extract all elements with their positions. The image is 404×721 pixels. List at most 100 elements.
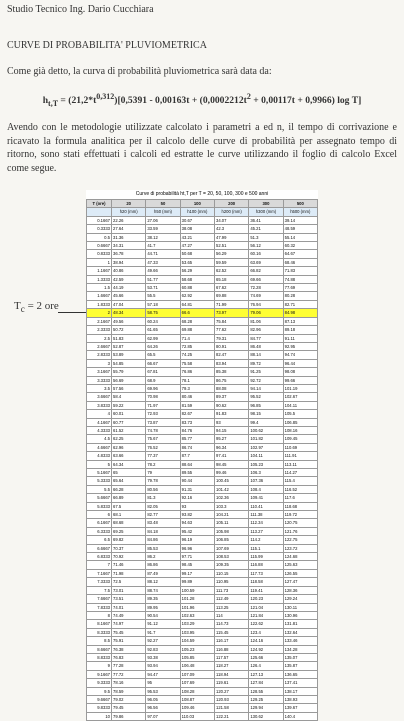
table-cell: 107.36 <box>248 476 284 486</box>
table-cell: 58.75 <box>145 308 181 318</box>
table-cell: 79.3 <box>179 383 215 394</box>
table-cell: 62.25 <box>110 434 147 444</box>
table-cell: 0.6667 <box>86 241 112 251</box>
table-row: 7.8333 74.01 89.95 101.96 113.25 121.04 130.11 <box>86 602 319 612</box>
table-cell: 61.65 <box>145 325 181 335</box>
table-cell: 119.41 <box>248 585 284 596</box>
table-cell: 95 <box>145 678 181 688</box>
table-cell: 49.66 <box>145 266 181 276</box>
table-cell: 114 <box>213 610 250 621</box>
formula: ht,T = (21,2*t0,312)[0,5391 - 0,00163t +… <box>0 92 404 108</box>
table-cell: h500 (mm) <box>282 207 319 217</box>
table-cell: 88.74 <box>145 585 181 596</box>
table-cell: 7.6667 <box>86 594 112 604</box>
table-cell: 110.41 <box>248 501 284 512</box>
table-cell: 86.2 <box>145 552 181 562</box>
table-cell: 62.96 <box>110 442 147 453</box>
table-cell: 4.3333 <box>86 425 112 436</box>
table-cell: 88.08 <box>213 383 250 394</box>
table-cell: 76.38 <box>110 644 147 654</box>
table-cell: 90.54 <box>145 610 181 621</box>
table-cell: 2.1667 <box>86 316 112 327</box>
table-cell: 69.82 <box>110 535 147 545</box>
table-cell: h20 (mm) <box>110 207 147 217</box>
table-cell: 53.89 <box>110 350 147 360</box>
table-cell: 87.13 <box>282 316 319 327</box>
table-cell: 85.38 <box>213 367 250 377</box>
table-cell: 71.97 <box>145 400 181 411</box>
table-cell: 115.4 <box>282 476 319 486</box>
table-cell: 93 <box>179 501 215 512</box>
table-cell: 77.72 <box>110 669 147 680</box>
table-cell: 6.5 <box>86 535 112 545</box>
table-row: 9.6667 79.02 96.05 108.87 120.93 129.25 138.93 <box>86 694 319 705</box>
table-cell: 88.12 <box>145 577 181 587</box>
table-cell: 95.42 <box>179 526 215 537</box>
table-cell: 22.26 <box>110 215 147 226</box>
table-cell: 42.59 <box>110 274 147 285</box>
table-row: 6.6667 70.37 85.53 96.96 107.69 115.1 123.72 <box>86 543 319 554</box>
table-row: 9.3333 78.16 95 107.69 119.61 127.84 137.41 <box>86 678 319 688</box>
table-cell: 93 <box>213 417 250 427</box>
table-cell: 41.7 <box>145 241 181 251</box>
table-cell: 84.76 <box>179 425 215 436</box>
table-row: 0.8333 36.78 44.71 50.68 56.29 60.16 64.67 <box>86 249 319 259</box>
table-cell: 55.79 <box>110 367 147 377</box>
table-cell: 108.28 <box>179 686 215 696</box>
table-cell: 6.1667 <box>86 518 112 528</box>
tc-sub: c <box>20 304 25 315</box>
table-cell: 93.94 <box>145 661 181 671</box>
table-cell: 98.45 <box>179 560 215 570</box>
table-cell: 109.35 <box>213 560 250 570</box>
table-cell: 73.51 <box>110 594 147 604</box>
header-title: Studio Tecnico Ing. Dario Cucchiara <box>7 4 154 15</box>
table-cell: 75.45 <box>110 627 147 638</box>
table-cell: 71.83 <box>282 266 319 276</box>
table-cell: 5.1667 <box>86 467 112 478</box>
table-row: 3.3333 56.69 68.9 78.1 86.75 92.72 99.66 <box>86 375 319 385</box>
table-cell: 49.56 <box>110 316 147 327</box>
table-cell: 109.45 <box>282 434 319 444</box>
table-cell: 94.47 <box>145 669 181 680</box>
table-cell: 71.4 <box>179 333 215 343</box>
table-cell: 59.22 <box>110 400 147 411</box>
formula-exp: 2 <box>246 92 251 101</box>
table-cell: 40.86 <box>110 266 147 276</box>
table-cell: 27.64 <box>110 224 147 234</box>
table-cell: 34.31 <box>110 241 147 251</box>
table-cell: 0.1667 <box>86 215 112 226</box>
table-cell: 116.52 <box>282 484 319 495</box>
table-row: 7.6667 73.51 89.35 101.28 112.49 120.23 129.24 <box>86 594 319 604</box>
table-cell: 126.55 <box>282 568 319 579</box>
table-cell: 75.84 <box>213 316 250 327</box>
table-cell: 75.67 <box>145 434 181 444</box>
table-cell: 127.47 <box>282 577 319 587</box>
table-cell: T (ore) <box>86 198 112 209</box>
table-cell: 80.46 <box>179 392 215 402</box>
table-cell: 75.58 <box>179 358 215 369</box>
table-cell: 6.3333 <box>86 526 112 537</box>
table-cell: 64.34 <box>110 459 147 470</box>
table-cell: 5.5 <box>86 484 112 495</box>
table-row: 1.5 44.19 53.71 60.88 67.62 72.28 77.69 <box>86 283 319 293</box>
table-cell: 99.89 <box>179 577 215 587</box>
section-heading: CURVE DI PROBABILITA' PLUVIOMETRICA <box>7 40 207 51</box>
table-row: 2.6667 52.87 64.26 72.85 80.91 86.48 92.95 <box>86 341 319 352</box>
table-cell: 8.6667 <box>86 644 112 654</box>
table-cell: 121.84 <box>248 610 284 621</box>
table-cell: 94.15 <box>213 425 250 436</box>
table-cell: 67.62 <box>213 283 250 293</box>
table-cell: 115.1 <box>248 543 284 554</box>
table-row: 0.1667 22.26 27.06 30.67 34.07 36.41 39.14 <box>86 215 319 226</box>
tc-rest: = 2 ore <box>24 300 59 312</box>
table-cell: 48.34 <box>110 308 147 318</box>
table-cell: 9.6667 <box>86 694 112 705</box>
table-cell: 55.5 <box>145 291 181 301</box>
table-cell: 9.5 <box>86 686 112 696</box>
table-cell: 138.17 <box>282 686 319 696</box>
table-cell: 73.01 <box>110 585 147 596</box>
table-cell: 81.3 <box>145 493 181 503</box>
table-cell: 138.93 <box>282 694 319 705</box>
table-cell: 91.83 <box>213 409 250 419</box>
table-cell: 61.52 <box>110 425 147 436</box>
